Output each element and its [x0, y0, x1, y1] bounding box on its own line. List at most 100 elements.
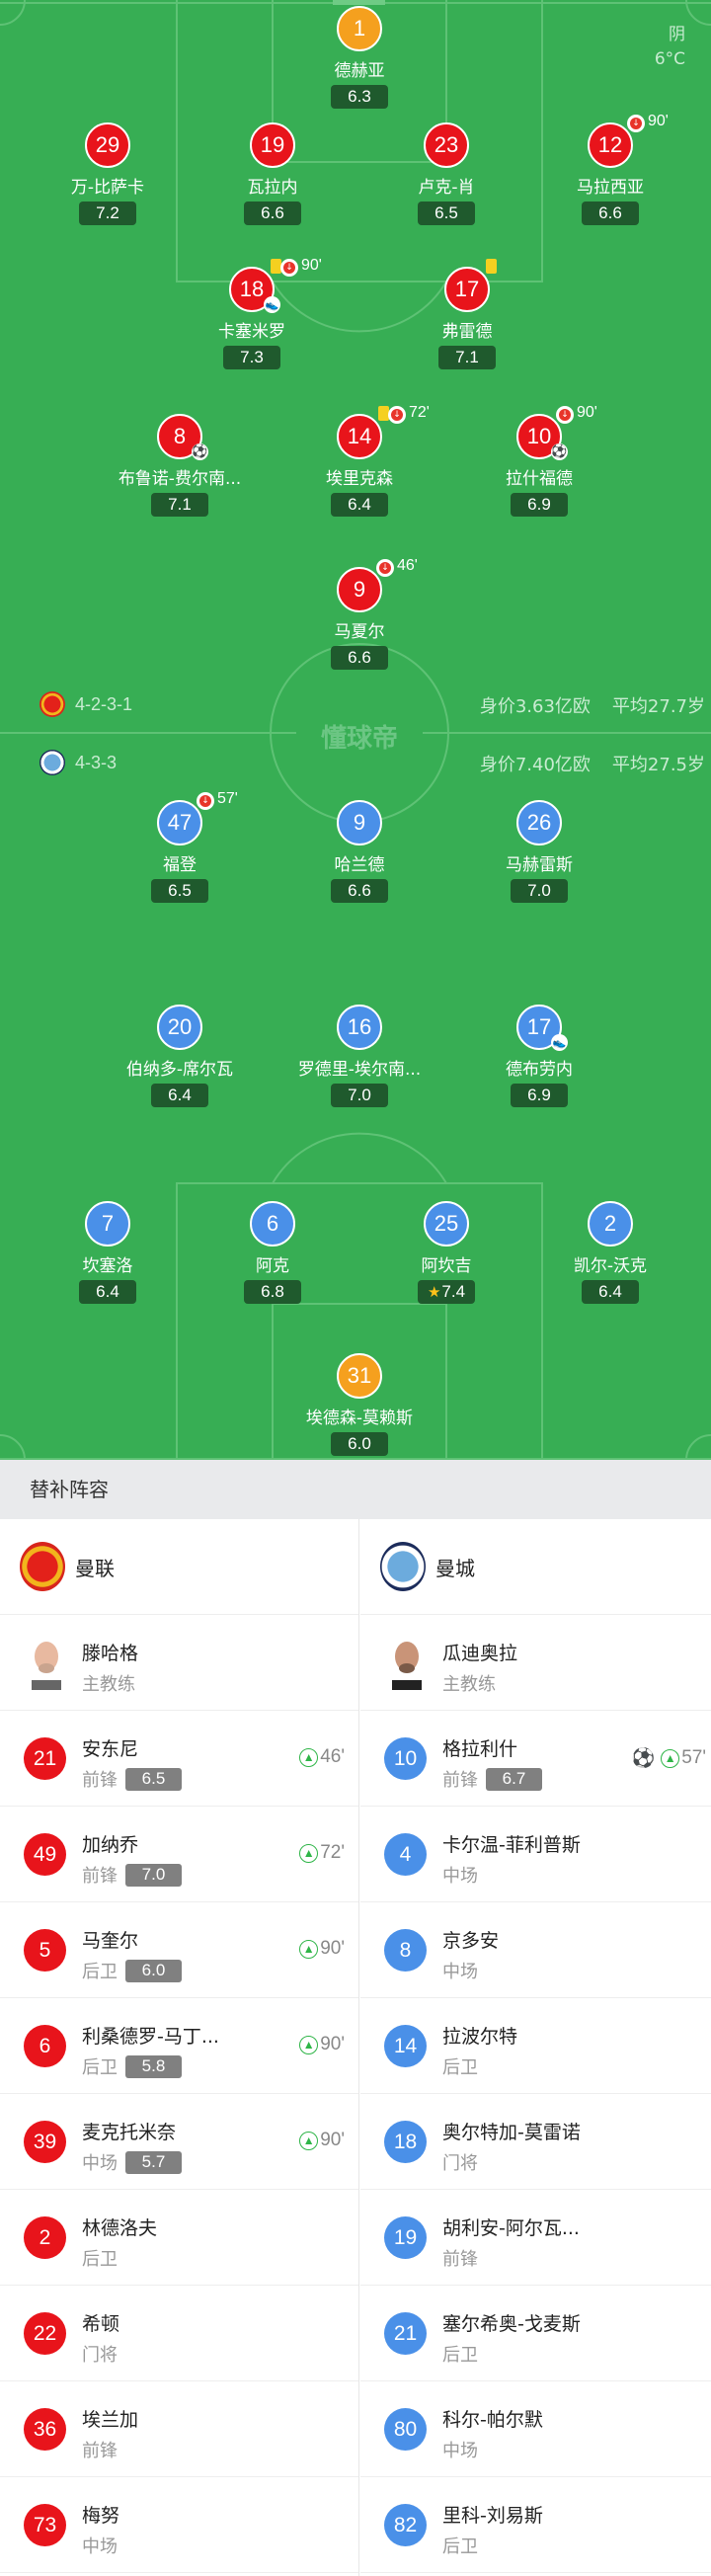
player-meta: 前锋 7.0	[82, 1862, 182, 1888]
player-rating: 6.0	[125, 1959, 182, 1982]
player-rating: 6.5	[151, 879, 208, 903]
player-name: 格拉利什	[442, 1738, 518, 1760]
player-name: 罗德里-埃尔南...	[297, 1060, 422, 1080]
player-meta: 前锋	[82, 2437, 118, 2462]
substitute-row[interactable]: 21 塞尔希奥-戈麦斯 后卫	[360, 2286, 711, 2381]
assist-boot-icon: 👟	[264, 296, 280, 313]
home-stats: 身价3.63亿欧 平均27.7岁	[480, 692, 705, 718]
substitute-row[interactable]: 10 格拉利什 前锋 6.7 ⚽ ▲ 57'	[360, 1711, 711, 1807]
home-coach-row[interactable]: 滕哈格 主教练	[0, 1615, 358, 1711]
player-position: 门将	[442, 2153, 478, 2174]
jersey-number: 49	[24, 1833, 66, 1876]
away-player[interactable]: 47 ↓ 57' 福登 6.5	[106, 790, 254, 909]
player-rating: 6.6	[582, 201, 639, 225]
player-position: 门将	[82, 2345, 118, 2366]
home-player[interactable]: 10 ↓ 90' ⚽ 拉什福德 6.9	[465, 404, 613, 523]
player-rating: 6.5	[418, 201, 475, 225]
jersey-number: 7	[85, 1201, 130, 1247]
sub-off-icon: ↓	[556, 406, 574, 424]
player-name: 拉什福德	[506, 469, 573, 489]
away-player[interactable]: 6 阿克 6.8	[198, 1201, 347, 1310]
substitute-row[interactable]: 82 里科-刘易斯 后卫	[360, 2477, 711, 2573]
substitute-row[interactable]: 39 麦克托米奈 中场 5.7 ▲ 90'	[0, 2094, 358, 2190]
player-rating: 7.1	[151, 493, 208, 517]
home-player[interactable]: 18 ↓ 90' 👟 卡塞米罗 7.3	[178, 257, 326, 375]
away-player[interactable]: 26 马赫雷斯 7.0	[465, 800, 613, 909]
home-player[interactable]: 29 万-比萨卡 7.2	[34, 122, 182, 231]
away-player[interactable]: 25 阿坎吉 ★ 7.4	[372, 1201, 520, 1310]
home-player[interactable]: 1 德赫亚 6.3	[285, 6, 434, 115]
sub-in-arrow-icon: ▲	[299, 2131, 319, 2150]
substitute-row[interactable]: 21 安东尼 前锋 6.5 ▲ 46'	[0, 1711, 358, 1807]
rating-value: 6.5	[434, 203, 458, 222]
player-meta: 后卫	[82, 2245, 118, 2271]
player-name: 万-比萨卡	[70, 178, 145, 198]
jersey-number: 16	[337, 1005, 382, 1050]
sub-off-minute: 90'	[301, 257, 322, 274]
player-meta: 中场	[442, 1862, 478, 1888]
home-player[interactable]: 12 ↓ 90' 马拉西亚 6.6	[536, 113, 684, 231]
jersey-number: 14	[384, 2025, 427, 2067]
jersey-number: 14	[337, 414, 382, 459]
substitute-row[interactable]: 14 拉波尔特 后卫	[360, 1998, 711, 2094]
away-player[interactable]: 7 坎塞洛 6.4	[34, 1201, 182, 1310]
substitute-row[interactable]: 49 加纳乔 前锋 7.0 ▲ 72'	[0, 1807, 358, 1902]
home-player[interactable]: 17 弗雷德 7.1	[393, 259, 541, 375]
sub-off-minute: 90'	[577, 404, 597, 421]
home-player[interactable]: 14 ↓ 72' 埃里克森 6.4	[285, 404, 434, 523]
home-player[interactable]: 8 ⚽ 布鲁诺-费尔南... 7.1	[106, 414, 254, 523]
jersey-number: 19	[250, 122, 295, 168]
sub-in-minute: 90'	[320, 2130, 345, 2150]
rating-value: 6.5	[168, 881, 192, 900]
substitute-row[interactable]: 22 希顿 门将	[0, 2286, 358, 2381]
away-average-age: 平均27.5岁	[611, 755, 705, 775]
player-rating: 6.5	[125, 1767, 182, 1791]
away-team-row: 曼城	[360, 1519, 711, 1615]
jersey-number: 8	[384, 1929, 427, 1972]
player-name: 科尔-帕尔默	[442, 2409, 543, 2431]
away-player[interactable]: 16 罗德里-埃尔南... 7.0	[285, 1005, 434, 1113]
jersey-number: 25	[424, 1201, 469, 1247]
jersey-number: 1	[337, 6, 382, 51]
rating-value: 6.8	[261, 1282, 284, 1301]
sub-off-minute: 46'	[397, 557, 418, 574]
player-name: 加纳乔	[82, 1834, 139, 1856]
rating-value: 7.1	[455, 348, 479, 366]
substitute-row[interactable]: 18 奥尔特加-莫雷诺 门将	[360, 2094, 711, 2190]
substitute-row[interactable]: 36 埃兰加 前锋	[0, 2381, 358, 2477]
player-rating: 7.1	[438, 346, 496, 369]
away-player[interactable]: 31 埃德森-莫赖斯 6.0	[285, 1353, 434, 1460]
player-name: 希顿	[82, 2313, 120, 2335]
home-player[interactable]: 19 瓦拉内 6.6	[198, 122, 347, 231]
player-name: 拉波尔特	[442, 2026, 518, 2048]
substitute-row[interactable]: 4 卡尔温-菲利普斯 中场	[360, 1807, 711, 1902]
home-player[interactable]: 9 ↓ 46' 马夏尔 6.6	[285, 557, 434, 676]
substitute-row[interactable]: 73 梅努 中场	[0, 2477, 358, 2573]
player-rating: 7.0	[331, 1084, 388, 1107]
player-name: 梅努	[82, 2505, 120, 2527]
away-player[interactable]: 20 伯纳多-席尔瓦 6.4	[106, 1005, 254, 1113]
sub-off-icon: ↓	[388, 406, 406, 424]
player-name: 里科-刘易斯	[442, 2505, 543, 2527]
rating-value: 6.6	[348, 881, 371, 900]
away-coach-row[interactable]: 瓜迪奥拉 主教练	[360, 1615, 711, 1711]
jersey-number: 5	[24, 1929, 66, 1972]
substitute-row[interactable]: 6 利桑德罗-马丁... 后卫 5.8 ▲ 90'	[0, 1998, 358, 2094]
substitute-row[interactable]: 19 胡利安-阿尔瓦... 前锋	[360, 2190, 711, 2286]
substitute-row[interactable]: 80 科尔-帕尔默 中场	[360, 2381, 711, 2477]
jersey-number: 2	[24, 2216, 66, 2259]
home-player[interactable]: 23 卢克-肖 6.5	[372, 122, 520, 231]
away-player[interactable]: 9 哈兰德 6.6	[285, 800, 434, 909]
substitute-row[interactable]: 8 京多安 中场	[360, 1902, 711, 1998]
rating-value: 7.1	[168, 495, 192, 514]
away-player[interactable]: 17 👟 德布劳内 6.9	[465, 1005, 613, 1113]
player-rating: 6.3	[331, 85, 388, 109]
away-substitutes-column: 曼城 瓜迪奥拉 主教练 10 格拉利什 前锋 6.7 ⚽ ▲ 57' 4 卡尔温-菲利普斯 中场 8…	[360, 1519, 711, 2573]
substitute-row[interactable]: 2 林德洛夫 后卫	[0, 2190, 358, 2286]
jersey-number: 18	[384, 2121, 427, 2163]
home-team-name: 曼联	[75, 1556, 115, 1580]
away-player[interactable]: 2 凯尔-沃克 6.4	[536, 1201, 684, 1310]
yellow-card-icon	[486, 259, 497, 274]
substitute-row[interactable]: 5 马奎尔 后卫 6.0 ▲ 90'	[0, 1902, 358, 1998]
sub-in-arrow-icon: ▲	[299, 1747, 319, 1767]
